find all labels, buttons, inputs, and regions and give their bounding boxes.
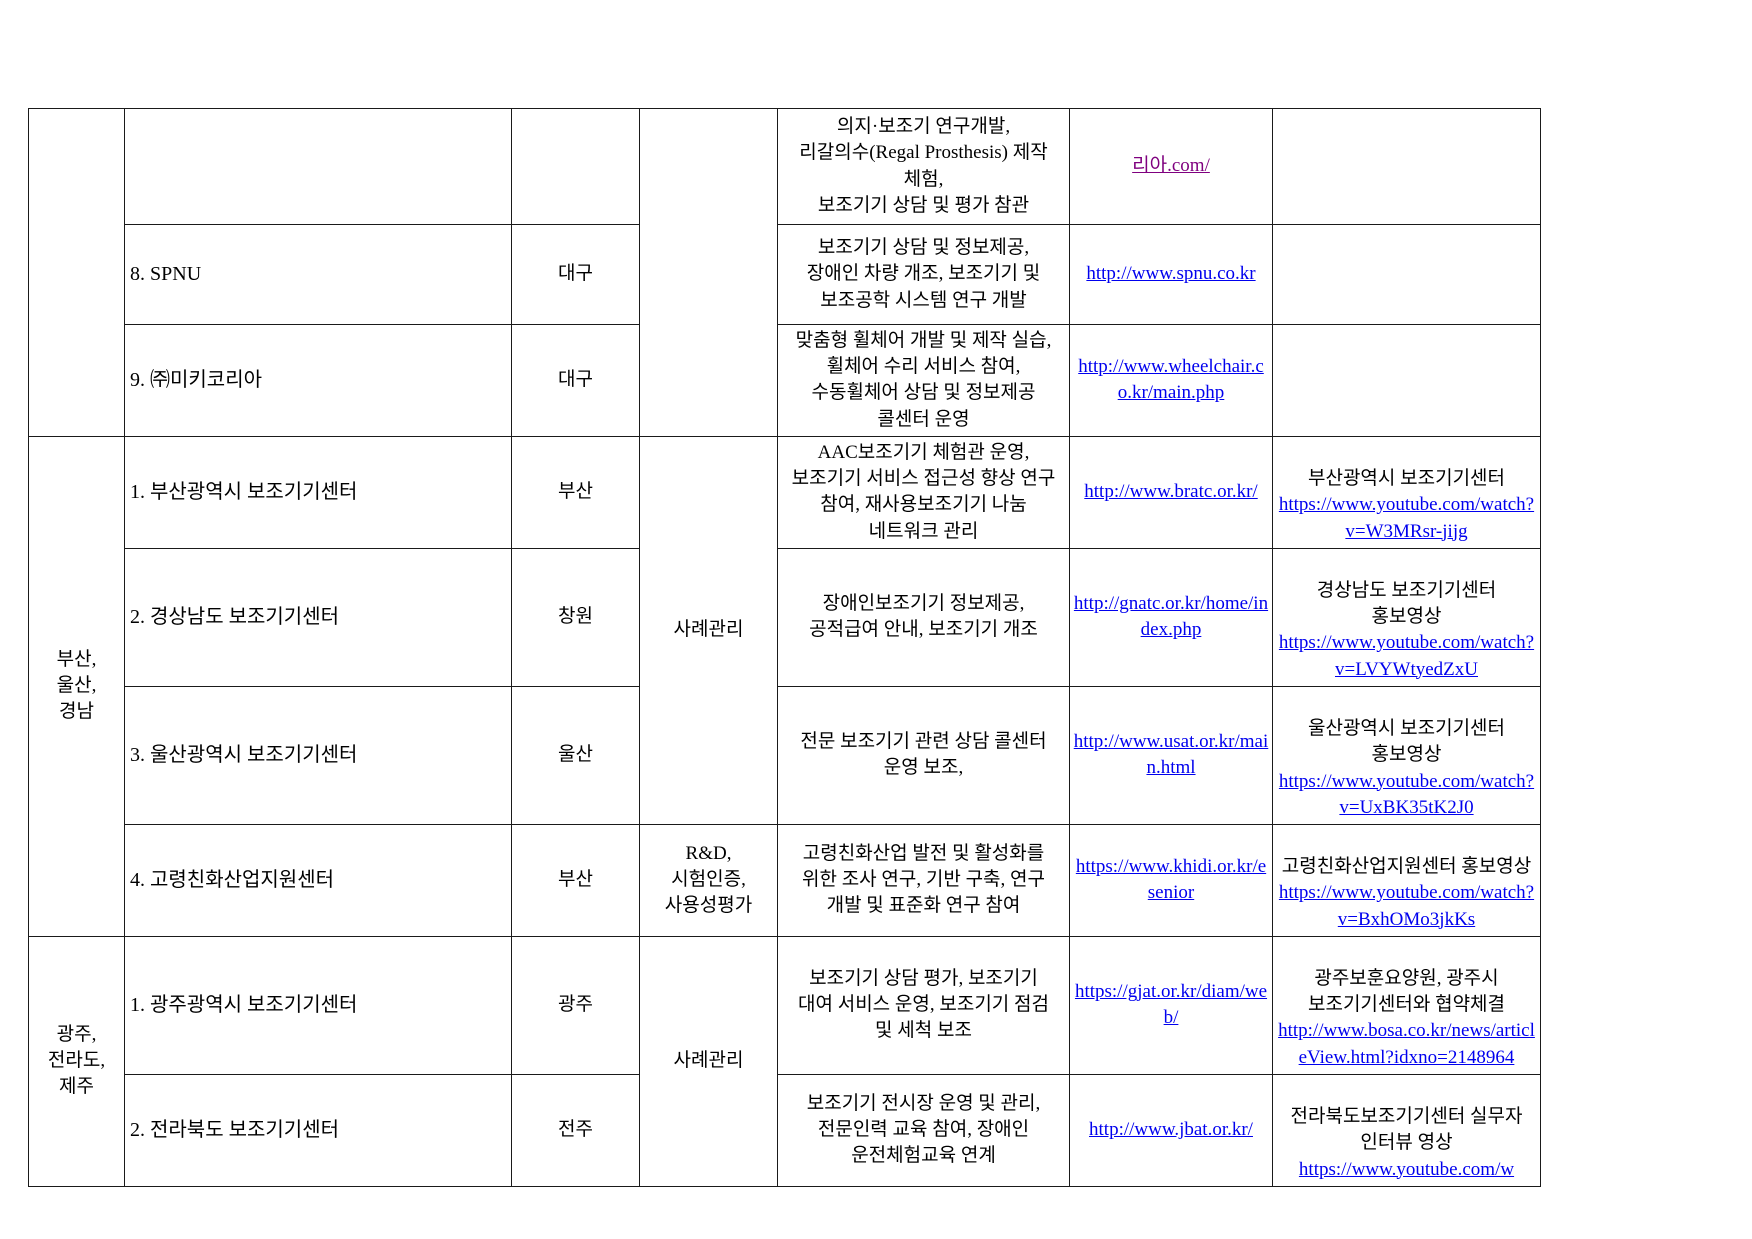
- extra-link[interactable]: https://www.youtube.com/watch?v=BxhOMo3j…: [1278, 882, 1535, 930]
- center-name: 1. 부산광역시 보조기기센터: [124, 435, 512, 549]
- table-row: 8. SPNU 대구 보조기기 상담 및 정보제공, 장애인 차량 개조, 보조…: [29, 224, 1541, 325]
- extra-cell: 광주보훈요양원, 광주시 보조기기센터와 협약체결 http://www.bosa…: [1272, 935, 1541, 1075]
- table-row: 3. 울산광역시 보조기기센터 울산 전문 보조기기 관련 상담 콜센터 운영 …: [29, 685, 1541, 825]
- center-name: 4. 고령친화산업지원센터: [124, 823, 512, 937]
- website-link[interactable]: 리아.com/: [1132, 155, 1210, 177]
- extra-note: 경상남도 보조기기센터 홍보영상: [1316, 579, 1497, 628]
- extra-cell: 울산광역시 보조기기센터 홍보영상 https://www.youtube.com…: [1272, 685, 1541, 825]
- description-cell: 의지·보조기 연구개발, 리갈의수(Regal Prosthesis) 제작 체…: [777, 108, 1070, 225]
- website-link[interactable]: http://www.wheelchair.co.kr/main.php: [1078, 356, 1264, 404]
- table-row: 2. 전라북도 보조기기센터 전주 보조기기 전시장 운영 및 관리, 전문인력…: [29, 1073, 1541, 1187]
- website-cell: http://www.spnu.co.kr: [1069, 224, 1273, 325]
- website-cell: http://www.wheelchair.co.kr/main.php: [1069, 324, 1273, 437]
- table-row: 2. 경상남도 보조기기센터 창원 장애인보조기기 정보제공, 공적급여 안내,…: [29, 547, 1541, 687]
- website-link[interactable]: http://www.jbat.or.kr/: [1089, 1119, 1253, 1141]
- website-cell: 리아.com/: [1069, 108, 1273, 225]
- center-name: 8. SPNU: [124, 224, 512, 325]
- website-cell: http://www.usat.or.kr/main.html: [1069, 685, 1273, 825]
- extra-cell: [1272, 224, 1541, 325]
- extra-link[interactable]: http://www.bosa.co.kr/news/articleView.h…: [1278, 1020, 1535, 1068]
- description-cell: 고령친화산업 발전 및 활성화를 위한 조사 연구, 기반 구축, 연구 개발 …: [777, 823, 1070, 937]
- website-link[interactable]: http://www.usat.or.kr/main.html: [1073, 731, 1269, 779]
- center-name: 2. 경상남도 보조기기센터: [124, 547, 512, 687]
- website-link[interactable]: http://gnatc.or.kr/home/index.php: [1073, 593, 1269, 641]
- extra-cell: 전라북도보조기기센터 실무자 인터뷰 영상 https://www.youtube…: [1272, 1073, 1541, 1187]
- description-cell: 장애인보조기기 정보제공, 공적급여 안내, 보조기기 개조: [777, 547, 1070, 687]
- center-name: [124, 108, 512, 225]
- description-cell: 보조기기 상담 및 정보제공, 장애인 차량 개조, 보조기기 및 보조공학 시…: [777, 224, 1070, 325]
- extra-link[interactable]: https://www.youtube.com/watch?v=LVYWtyed…: [1278, 632, 1535, 680]
- extra-link[interactable]: https://www.youtube.com/watch?v=W3MRsr-j…: [1278, 494, 1535, 542]
- description-cell: 보조기기 전시장 운영 및 관리, 전문인력 교육 참여, 장애인 운전체험교육…: [777, 1073, 1070, 1187]
- extra-cell: 경상남도 보조기기센터 홍보영상 https://www.youtube.com/…: [1272, 547, 1541, 687]
- table-row: 의지·보조기 연구개발, 리갈의수(Regal Prosthesis) 제작 체…: [28, 108, 1541, 437]
- website-link[interactable]: http://www.bratc.or.kr/: [1084, 481, 1258, 503]
- city-cell: 광주: [511, 935, 640, 1075]
- extra-link[interactable]: https://www.youtube.com/w: [1298, 1158, 1515, 1180]
- city-cell: 부산: [511, 435, 640, 549]
- extra-cell: [1272, 324, 1541, 437]
- extra-note: 전라북도보조기기센터 실무자 인터뷰 영상: [1290, 1106, 1523, 1154]
- extra-note: 부산광역시 보조기기센터: [1307, 468, 1506, 490]
- extra-link[interactable]: https://www.youtube.com/watch?v=UxBK35tK…: [1278, 770, 1535, 818]
- center-name: 3. 울산광역시 보조기기센터: [124, 685, 512, 825]
- center-name: 1. 광주광역시 보조기기센터: [124, 935, 512, 1075]
- category-cell: R&D, 시험인증, 사용성평가: [639, 823, 778, 937]
- region-cell: 부산, 울산, 경남: [28, 435, 125, 937]
- city-cell: [511, 108, 640, 225]
- description-cell: AAC보조기기 체험관 운영, 보조기기 서비스 접근성 향상 연구 참여, 재…: [777, 435, 1070, 549]
- extra-note: 광주보훈요양원, 광주시 보조기기센터와 협약체결: [1307, 968, 1506, 1016]
- city-cell: 울산: [511, 685, 640, 825]
- city-cell: 대구: [511, 324, 640, 437]
- region-cell: [28, 108, 125, 437]
- table-row: 광주, 전라도, 제주 1. 광주광역시 보조기기센터 광주 사례관리 보조기기…: [28, 935, 1541, 1187]
- category-cell: 사례관리: [639, 435, 778, 825]
- extra-cell: 부산광역시 보조기기센터 https://www.youtube.com/watc…: [1272, 435, 1541, 549]
- website-cell: https://www.khidi.or.kr/esenior: [1069, 823, 1273, 937]
- extra-note: 고령친화산업지원센터 홍보영상: [1281, 856, 1532, 878]
- city-cell: 부산: [511, 823, 640, 937]
- description-cell: 전문 보조기기 관련 상담 콜센터 운영 보조,: [777, 685, 1070, 825]
- category-cell: 사례관리: [639, 935, 778, 1187]
- website-link[interactable]: https://gjat.or.kr/diam/web/: [1074, 981, 1268, 1029]
- category-cell: [639, 108, 778, 437]
- website-cell: http://www.jbat.or.kr/: [1069, 1073, 1273, 1187]
- document-page: 의지·보조기 연구개발, 리갈의수(Regal Prosthesis) 제작 체…: [28, 108, 1541, 1187]
- website-link[interactable]: https://www.khidi.or.kr/esenior: [1075, 856, 1267, 904]
- center-name: 2. 전라북도 보조기기센터: [124, 1073, 512, 1187]
- website-link[interactable]: http://www.spnu.co.kr: [1086, 263, 1256, 285]
- extra-note: 울산광역시 보조기기센터 홍보영상: [1307, 718, 1506, 766]
- description-cell: 맞춤형 휠체어 개발 및 제작 실습, 휠체어 수리 서비스 참여, 수동휠체어…: [777, 324, 1070, 437]
- center-name: 9. ㈜미키코리아: [124, 324, 512, 437]
- website-cell: http://gnatc.or.kr/home/index.php: [1069, 547, 1273, 687]
- region-cell: 광주, 전라도, 제주: [28, 935, 125, 1187]
- table-row: 9. ㈜미키코리아 대구 맞춤형 휠체어 개발 및 제작 실습, 휠체어 수리 …: [29, 324, 1541, 437]
- city-cell: 전주: [511, 1073, 640, 1187]
- centers-table: 의지·보조기 연구개발, 리갈의수(Regal Prosthesis) 제작 체…: [28, 108, 1541, 1187]
- city-cell: 창원: [511, 547, 640, 687]
- website-cell: http://www.bratc.or.kr/: [1069, 435, 1273, 549]
- table-row: 4. 고령친화산업지원센터 부산 R&D, 시험인증, 사용성평가 고령친화산업…: [29, 823, 1541, 937]
- description-cell: 보조기기 상담 평가, 보조기기 대여 서비스 운영, 보조기기 점검 및 세척…: [777, 935, 1070, 1075]
- extra-cell: 고령친화산업지원센터 홍보영상 https://www.youtube.com/w…: [1272, 823, 1541, 937]
- table-row: 부산, 울산, 경남 1. 부산광역시 보조기기센터 부산 사례관리 AAC보조…: [28, 435, 1541, 937]
- city-cell: 대구: [511, 224, 640, 325]
- website-cell: https://gjat.or.kr/diam/web/: [1069, 935, 1273, 1075]
- extra-cell: [1272, 108, 1541, 225]
